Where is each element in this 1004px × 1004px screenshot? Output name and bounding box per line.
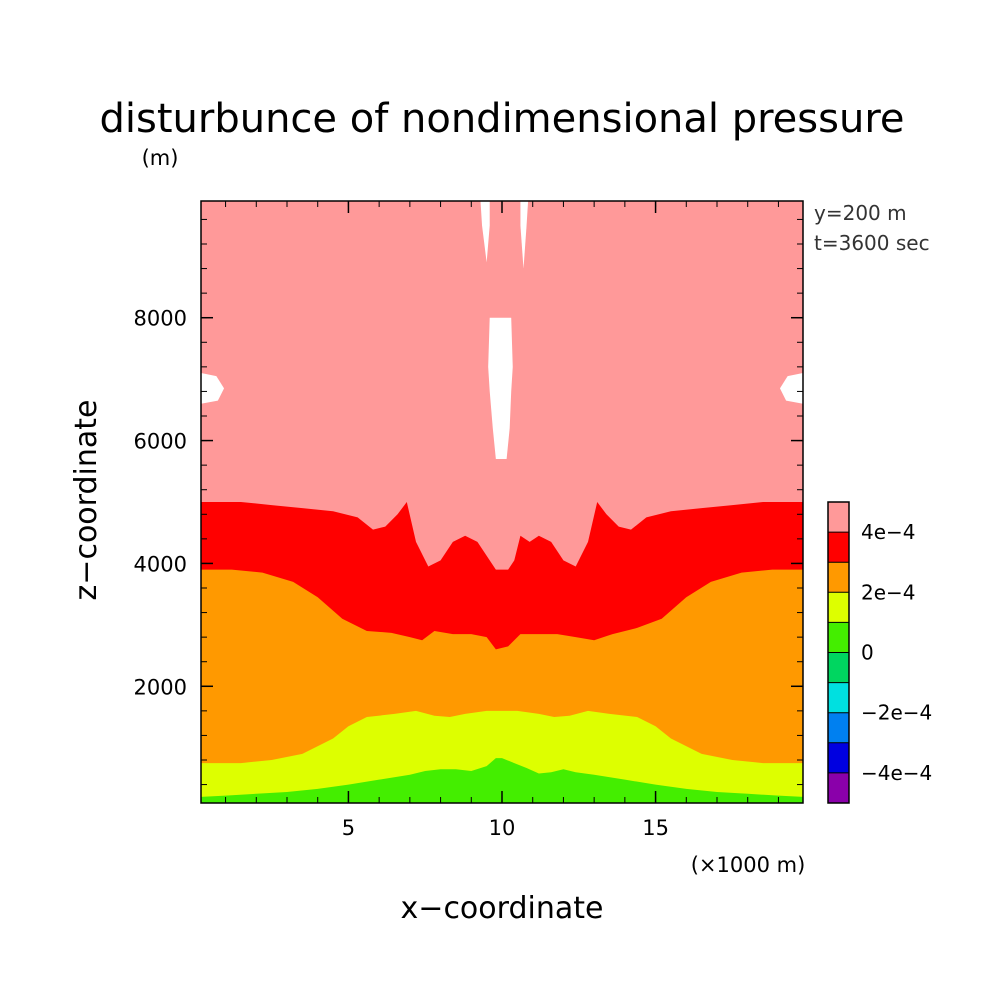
colorbar-tick-label: 0 xyxy=(861,641,874,665)
colorbar-segment xyxy=(828,772,849,803)
colorbar-tick-label: −2e−4 xyxy=(861,701,932,725)
y-axis-title: z−coordinate xyxy=(69,400,104,601)
colorbar-segment xyxy=(828,652,849,683)
annotation-y: y=200 m xyxy=(814,201,907,225)
contour-region-high xyxy=(488,317,513,459)
contour-region-high xyxy=(779,373,803,404)
colorbar-segment xyxy=(828,502,849,533)
y-tick-label: 4000 xyxy=(134,552,187,576)
y-axis-unit: (m) xyxy=(142,146,179,170)
colorbar-segment xyxy=(828,712,849,743)
colorbar-tick-label: 2e−4 xyxy=(861,580,916,604)
contour-region-high xyxy=(520,201,529,269)
contour-band xyxy=(201,710,803,803)
colorbar-segment xyxy=(828,682,849,713)
chart-title: disturbunce of nondimensional pressure xyxy=(100,96,905,142)
colorbar-tick-label: 4e−4 xyxy=(861,520,916,544)
y-tick-label: 8000 xyxy=(134,307,187,331)
y-tick-label: 2000 xyxy=(134,675,187,699)
plot-area xyxy=(201,201,803,803)
x-tick-label: 5 xyxy=(342,816,355,840)
colorbar: −4e−4 −2e−4 0 2e−4 4e−4 xyxy=(827,501,932,804)
colorbar-frame xyxy=(827,501,850,804)
x-tick-label: 15 xyxy=(642,816,669,840)
contour-region-high xyxy=(201,373,225,404)
x-axis-title: x−coordinate xyxy=(401,891,604,926)
colorbar-segment xyxy=(828,532,849,563)
colorbar-segment xyxy=(828,562,849,593)
colorbar-segment xyxy=(828,592,849,623)
contour-band xyxy=(201,758,803,803)
colorbar-segment xyxy=(828,742,849,773)
x-axis-unit: (×1000 m) xyxy=(691,853,806,877)
axes: 5 10 15 2000 4000 6000 8000 xyxy=(134,200,804,840)
annotation-t: t=3600 sec xyxy=(814,231,930,255)
contour-region-high xyxy=(480,201,490,263)
y-tick-label: 6000 xyxy=(134,430,187,454)
colorbar-segment xyxy=(828,622,849,653)
x-tick-label: 10 xyxy=(489,816,516,840)
colorbar-tick-label: −4e−4 xyxy=(861,761,932,785)
